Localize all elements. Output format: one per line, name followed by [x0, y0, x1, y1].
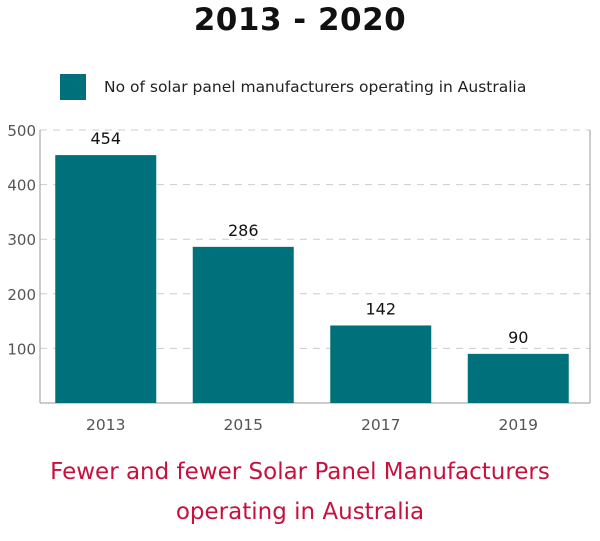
- x-tick-label: 2019: [499, 416, 538, 434]
- chart-caption: Fewer and fewer Solar Panel Manufacturer…: [0, 452, 600, 532]
- legend: No of solar panel manufacturers operatin…: [60, 74, 526, 100]
- caption-line-1: Fewer and fewer Solar Panel Manufacturer…: [50, 459, 550, 485]
- y-tick-label: 400: [7, 177, 36, 195]
- legend-swatch: [60, 74, 86, 100]
- bar-chart: 100 200 300 400 500 454 2013 286 2015 142 2017 90 20…: [7, 122, 591, 434]
- chart-title: 2013 - 2020: [193, 2, 407, 38]
- bar: [192, 246, 294, 403]
- y-tick-label: 500: [7, 122, 36, 140]
- bar: [467, 353, 569, 403]
- bar: [55, 155, 157, 403]
- data-label: 90: [508, 328, 528, 347]
- y-tick-label: 200: [7, 286, 36, 304]
- data-label: 142: [365, 299, 396, 318]
- legend-label: No of solar panel manufacturers operatin…: [104, 78, 527, 96]
- x-tick-label: 2015: [224, 416, 263, 434]
- x-tick-label: 2013: [86, 416, 125, 434]
- data-label: 286: [228, 221, 259, 240]
- data-label: 454: [90, 129, 121, 148]
- y-tick-label: 100: [7, 340, 36, 358]
- x-tick-label: 2017: [361, 416, 400, 434]
- bar: [330, 325, 432, 403]
- y-tick-label: 300: [7, 231, 36, 249]
- caption-line-2: operating in Australia: [175, 499, 425, 525]
